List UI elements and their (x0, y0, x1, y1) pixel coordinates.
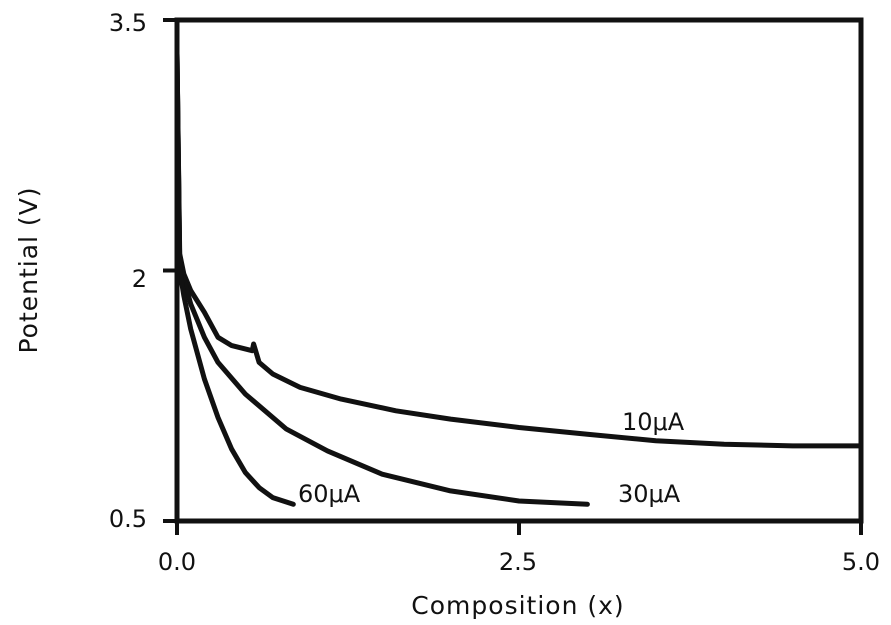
x-tick-label: 2.5 (499, 548, 537, 576)
y-tick-label: 2 (132, 265, 147, 293)
series-line-2 (174, 50, 296, 507)
series-line-1 (174, 50, 590, 507)
series-label-30uA: 30μA (618, 480, 681, 508)
y-tick-label: 3.5 (109, 9, 147, 37)
x-tick-label: 5.0 (842, 548, 880, 576)
x-tick-label: 0.0 (158, 548, 196, 576)
series-layer (174, 50, 864, 507)
x-axis-label: Composition (x) (411, 591, 624, 620)
series-label-60uA: 60μA (298, 480, 361, 508)
plot-frame (174, 17, 864, 524)
series-label-10uA: 10μA (622, 408, 685, 436)
series-line-0 (174, 50, 864, 449)
y-tick-label: 0.5 (109, 505, 147, 533)
y-axis-label: Potential (V) (14, 186, 43, 353)
